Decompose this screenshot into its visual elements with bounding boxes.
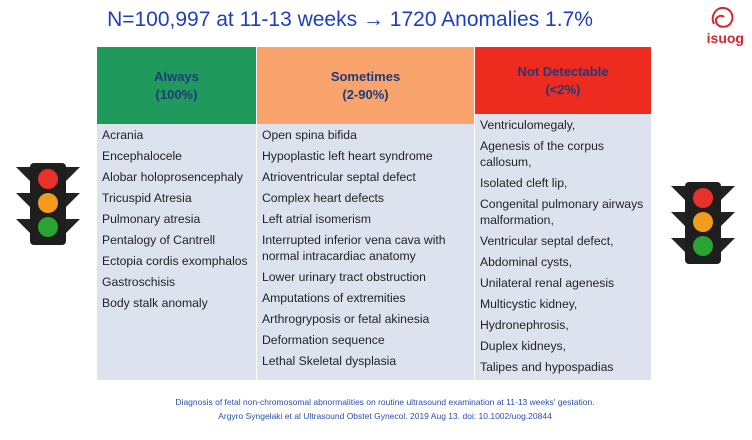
column-body: Ventriculomegaly, Agenesis of the corpus …	[475, 114, 652, 380]
logo-icon	[711, 6, 734, 28]
list-item: Alobar holoprosencephaly	[102, 170, 243, 184]
list-item: Ventricular septal defect,	[480, 234, 614, 248]
column-header: Sometimes (2-90%)	[257, 47, 475, 124]
list-item: Hydronephrosis,	[480, 318, 569, 332]
list-item: Multicystic kidney,	[480, 297, 578, 311]
list-item: Interrupted inferior vena cava with norm…	[262, 233, 446, 263]
citation-line: Argyro Syngelaki et al Ultrasound Obstet…	[218, 411, 552, 421]
header-title: Sometimes	[330, 68, 401, 84]
traffic-light	[671, 182, 735, 264]
table-column: Sometimes (2-90%) Open spina bifida Hypopla…	[257, 47, 475, 380]
list-item: Left atrial isomerism	[262, 212, 372, 226]
list-item: Agenesis of the corpus callosum,	[480, 139, 604, 169]
column-header: Always (100%)	[97, 47, 257, 124]
list-item: Lethal Skeletal dysplasia	[262, 354, 397, 368]
column-header: Not Detectable (<2%)	[475, 47, 652, 114]
header-title: Always	[154, 68, 199, 84]
list-item: Body stalk anomaly	[102, 296, 208, 310]
list-item: Pulmonary atresia	[102, 212, 201, 226]
list-item: Pentalogy of Cantrell	[102, 233, 216, 247]
traffic-light	[16, 163, 80, 245]
list-item: Hypoplastic left heart syndrome	[262, 149, 433, 163]
list-item: Unilateral renal agenesis	[480, 276, 615, 290]
list-item: Ectopia cordis exomphalos	[102, 254, 248, 268]
list-item: Atrioventricular septal defect	[262, 170, 416, 184]
list-item: Complex heart defects	[262, 191, 384, 205]
list-item: Talipes and hypospadias	[480, 360, 614, 374]
list-item: Abdominal cysts,	[480, 255, 573, 269]
header-range: (<2%)	[545, 81, 581, 97]
list-item: Open spina bifida	[262, 128, 357, 142]
list-item: Amputations of extremities	[262, 291, 406, 305]
slide-title: N=100,997 at 11-13 weeks → 1720 Anomalie…	[107, 8, 593, 31]
header-range: (100%)	[155, 86, 198, 102]
list-item: Tricuspid Atresia	[102, 191, 192, 205]
list-item: Deformation sequence	[262, 333, 385, 347]
table: Always (100%) Acrania Encephalocele Alobar h…	[97, 47, 652, 380]
column-body: Open spina bifida Hypoplastic left heart …	[257, 124, 475, 380]
list-item: Encephalocele	[102, 149, 182, 163]
list-item: Lower urinary tract obstruction	[262, 270, 426, 284]
list-item: Acrania	[102, 128, 144, 142]
list-item: Isolated cleft lip,	[480, 176, 568, 190]
list-item: Duplex kidneys,	[480, 339, 567, 353]
list-item: Arthrogryposis or fetal akinesia	[262, 312, 430, 326]
list-item: Gastroschisis	[102, 275, 176, 289]
column-body: Acrania Encephalocele Alobar holoprosencep…	[97, 124, 257, 380]
logo: isuog	[706, 30, 744, 46]
header-range: (2-90%)	[342, 86, 389, 102]
table-column: Always (100%) Acrania Encephalocele Alobar h…	[97, 47, 257, 380]
citation-line: Diagnosis of fetal non-chromosomal abnor…	[175, 397, 595, 407]
header-title: Not Detectable	[517, 63, 609, 79]
list-item: Congenital pulmonary airways malformatio…	[480, 197, 644, 227]
list-item: Ventriculomegaly,	[480, 118, 576, 132]
table-column: Not Detectable (<2%) Ventriculomegaly, Agen…	[475, 47, 652, 380]
